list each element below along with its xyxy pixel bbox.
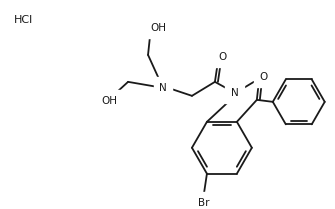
Text: HCl: HCl	[14, 15, 33, 25]
Text: N: N	[231, 88, 239, 98]
Text: O: O	[219, 52, 227, 62]
Text: N: N	[159, 83, 167, 93]
Text: O: O	[260, 72, 268, 82]
Text: OH: OH	[150, 23, 166, 33]
Text: OH: OH	[101, 96, 117, 106]
Text: Br: Br	[198, 198, 210, 208]
